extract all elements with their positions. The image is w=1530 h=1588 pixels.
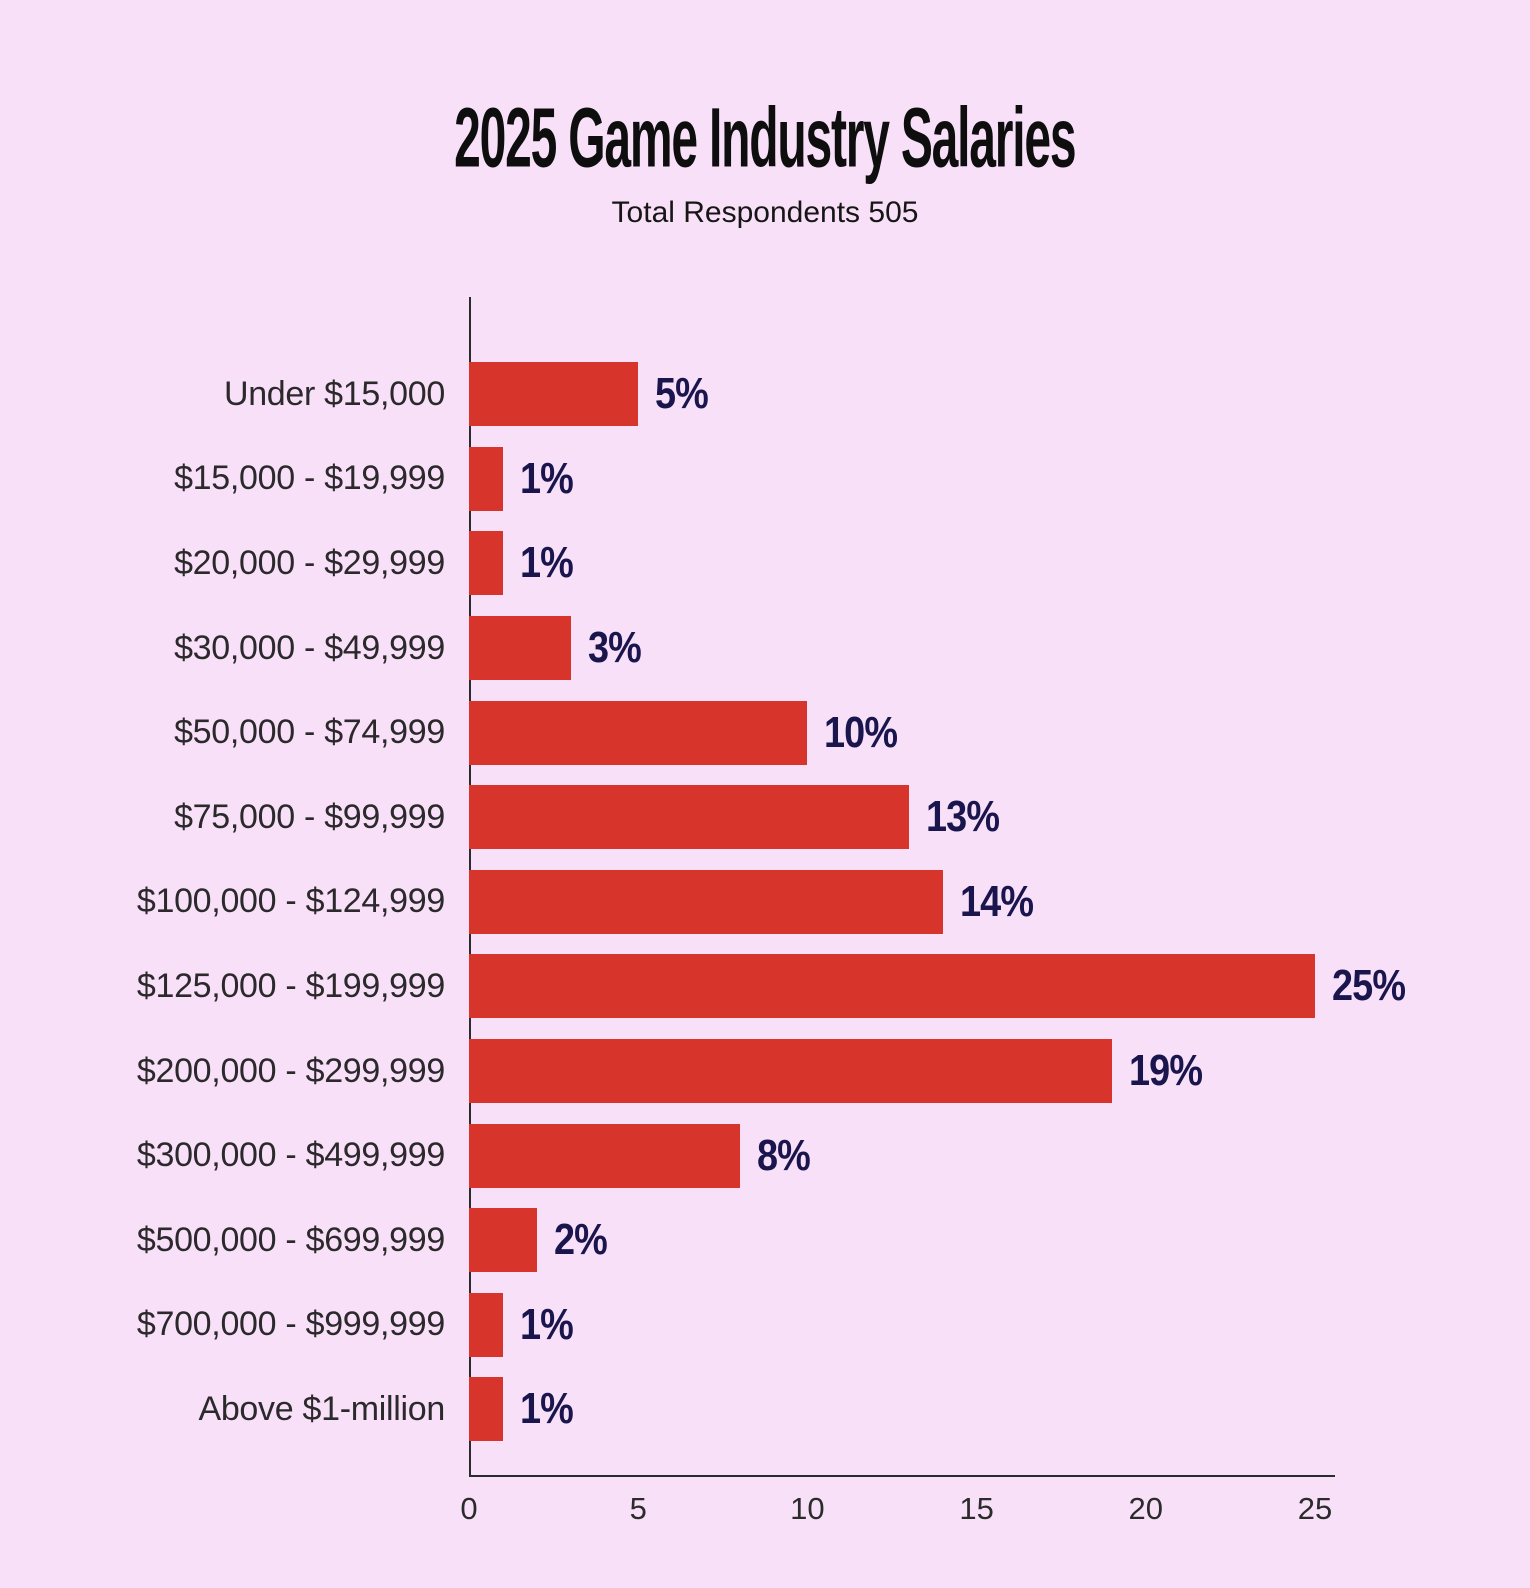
bar-track: 5%	[469, 352, 1315, 437]
bar	[469, 785, 909, 850]
bar	[469, 1292, 503, 1357]
chart-title-text: 2025 Game Industry Salaries	[454, 90, 1076, 185]
bar	[469, 869, 943, 934]
bar-track: 10%	[469, 690, 1315, 775]
value-label: 1%	[519, 1384, 574, 1434]
value-label: 14%	[959, 876, 1034, 926]
category-label: $20,000 - $29,999	[174, 543, 445, 582]
category-label: $125,000 - $199,999	[136, 966, 445, 1005]
bar-row: $20,000 - $29,999 1%	[40, 521, 1315, 606]
category-label: $15,000 - $19,999	[174, 459, 445, 498]
bar	[469, 954, 1315, 1019]
bar-chart: Under $15,000 5% $15,000 - $19,999 1% $20,00…	[40, 297, 1491, 1526]
bar-track: 1%	[469, 437, 1315, 522]
bar-row: $15,000 - $19,999 1%	[40, 437, 1315, 522]
x-tick-label: 15	[959, 1491, 994, 1526]
x-tick-label: 5	[629, 1491, 647, 1526]
bar-row: $500,000 - $699,999 2%	[40, 1198, 1315, 1283]
bar-track: 1%	[469, 521, 1315, 606]
bar	[469, 531, 503, 596]
category-label: $50,000 - $74,999	[174, 713, 445, 752]
category-label: $700,000 - $999,999	[136, 1305, 445, 1344]
bar-row: Above $1-million 1%	[40, 1367, 1315, 1452]
bar-track: 2%	[469, 1198, 1315, 1283]
bar-row: $700,000 - $999,999 1%	[40, 1283, 1315, 1368]
x-tick-label: 0	[460, 1491, 478, 1526]
bar-rows: Under $15,000 5% $15,000 - $19,999 1% $20,00…	[40, 352, 1406, 1452]
category-label: $200,000 - $299,999	[136, 1051, 445, 1090]
x-tick-label: 10	[790, 1491, 825, 1526]
category-label: Under $15,000	[223, 374, 445, 413]
bar	[469, 1039, 1112, 1104]
x-tick-label: 20	[1128, 1491, 1164, 1526]
bar-track: 1%	[469, 1367, 1315, 1452]
value-label: 1%	[519, 1299, 574, 1349]
bar-track: 25%	[469, 944, 1417, 1029]
category-label: $300,000 - $499,999	[136, 1136, 445, 1175]
value-label: 8%	[756, 1130, 811, 1180]
value-label: 19%	[1128, 1046, 1203, 1096]
bar-track: 1%	[469, 1283, 1315, 1368]
bar-row: $30,000 - $49,999 3%	[40, 606, 1315, 691]
bar	[469, 616, 571, 681]
bar-row: $100,000 - $124,999 14%	[40, 860, 1315, 945]
bar	[469, 1377, 503, 1442]
value-label: 25%	[1332, 961, 1406, 1011]
value-label: 1%	[519, 538, 574, 588]
bar-track: 14%	[469, 860, 1315, 945]
bar	[469, 1208, 537, 1273]
category-label: Above $1-million	[198, 1389, 445, 1428]
bar	[469, 700, 808, 765]
value-label: 10%	[824, 707, 898, 757]
category-label: $30,000 - $49,999	[174, 628, 445, 667]
bar-row: Under $15,000 5%	[40, 352, 1315, 437]
bar-row: $125,000 - $199,999 25%	[40, 944, 1406, 1029]
chart-subtitle: Total Respondents 505	[611, 196, 919, 229]
category-label: $500,000 - $699,999	[136, 1220, 445, 1259]
bar-track: 3%	[469, 606, 1315, 691]
bar-track: 13%	[469, 775, 1315, 860]
value-label: 1%	[519, 453, 574, 503]
x-axis-ticks: 0 5 10 15 20 25	[40, 1491, 1491, 1535]
bar-track: 19%	[469, 1029, 1315, 1114]
bar-row: $50,000 - $74,999 10%	[40, 690, 1315, 775]
chart-title: 2025 Game Industry Salaries	[0, 90, 1530, 185]
bar	[469, 1123, 740, 1188]
value-label: 5%	[655, 369, 709, 419]
x-axis-line	[469, 1475, 1335, 1477]
category-label: $75,000 - $99,999	[174, 797, 445, 836]
bar	[469, 446, 503, 511]
value-label: 2%	[553, 1215, 608, 1265]
value-label: 3%	[587, 623, 642, 673]
x-tick-label: 25	[1297, 1491, 1333, 1526]
bar-row: $75,000 - $99,999 13%	[40, 775, 1315, 860]
category-label: $100,000 - $124,999	[136, 882, 445, 921]
bar-row: $300,000 - $499,999 8%	[40, 1113, 1315, 1198]
value-label: 13%	[925, 792, 1000, 842]
bar	[469, 362, 639, 427]
bar-row: $200,000 - $299,999 19%	[40, 1029, 1315, 1114]
bar-track: 8%	[469, 1113, 1315, 1198]
